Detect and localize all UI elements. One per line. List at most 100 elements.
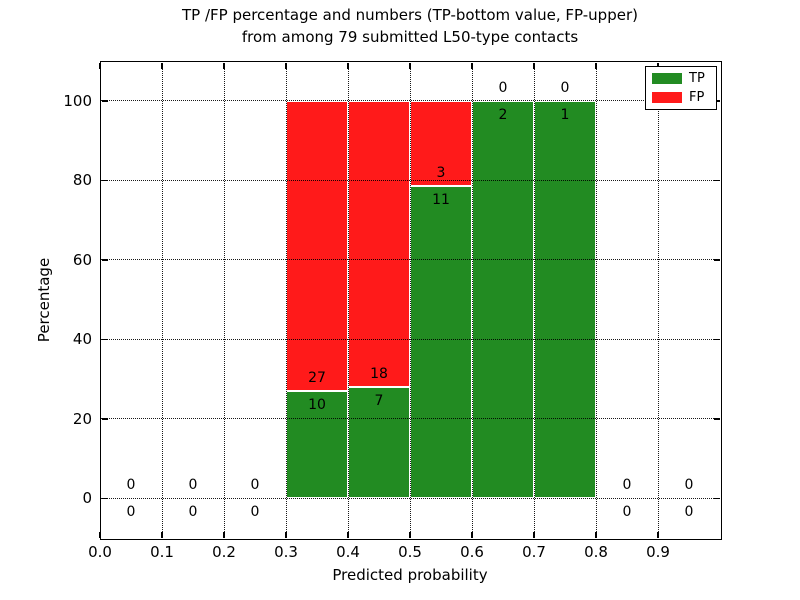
y-tick-label: 100 (63, 91, 92, 110)
x-tick-label: 0.7 (522, 543, 546, 561)
y-gridline (100, 259, 720, 261)
x-tick-bottom (533, 532, 535, 538)
x-tick-label: 0.8 (584, 543, 608, 561)
fp-count-label: 0 (684, 477, 694, 494)
chart-title: TP /FP percentage and numbers (TP-bottom… (100, 4, 720, 48)
legend-label-fp: FP (689, 90, 705, 105)
y-gridline (100, 179, 720, 181)
tp-count-label: 0 (622, 504, 632, 521)
tp-count-label: 10 (308, 396, 326, 413)
y-tick-label: 0 (82, 489, 92, 508)
x-gridline (471, 61, 473, 538)
x-tick-label: 0.3 (274, 543, 298, 561)
y-tick-left (102, 259, 108, 261)
x-tick-label: 0.4 (336, 543, 360, 561)
legend: TP FP (645, 66, 717, 110)
fp-count-label: 27 (308, 369, 326, 386)
x-gridline (285, 61, 287, 538)
x-tick-label: 0.1 (150, 543, 174, 561)
tp-count-label: 0 (250, 504, 260, 521)
fp-count-label: 3 (436, 164, 446, 181)
y-gridline (100, 497, 720, 499)
x-gridline (347, 61, 349, 538)
y-tick-right (714, 179, 720, 181)
y-tick-label: 60 (72, 250, 92, 269)
y-gridline (100, 418, 720, 420)
x-gridline (657, 61, 659, 538)
y-gridline (100, 338, 720, 340)
x-gridline (533, 61, 535, 538)
fp-count-label: 0 (622, 477, 632, 494)
x-gridline (409, 61, 411, 538)
fp-count-label: 0 (250, 477, 260, 494)
y-tick-left (102, 418, 108, 420)
y-tick-right (714, 100, 720, 102)
x-axis-label: Predicted probability (332, 566, 488, 584)
x-tick-bottom (223, 532, 225, 538)
x-tick-bottom (471, 532, 473, 538)
y-tick-right (714, 497, 720, 499)
y-tick-left (102, 179, 108, 181)
y-tick-left (102, 497, 108, 499)
x-tick-label: 0.5 (398, 543, 422, 561)
legend-label-tp: TP (689, 71, 705, 86)
fp-bar-segment (348, 100, 410, 387)
legend-item-tp: TP (652, 72, 710, 85)
tp-count-label: 0 (188, 504, 198, 521)
fp-bar-segment (286, 100, 348, 391)
x-tick-top (347, 63, 349, 69)
y-tick-right (714, 259, 720, 261)
y-tick-left (102, 338, 108, 340)
y-tick-right (714, 338, 720, 340)
fp-count-label: 0 (188, 477, 198, 494)
x-gridline (595, 61, 597, 538)
x-gridline (161, 61, 163, 538)
x-tick-top (533, 63, 535, 69)
x-tick-top (99, 63, 101, 69)
tp-bar-segment (348, 386, 410, 499)
y-tick-label: 20 (72, 409, 92, 428)
tp-swatch (652, 73, 682, 84)
chart-title-line1: TP /FP percentage and numbers (TP-bottom… (182, 6, 638, 24)
x-tick-top (595, 63, 597, 69)
x-tick-top (223, 63, 225, 69)
x-tick-bottom (285, 532, 287, 538)
tp-bar-segment (286, 390, 348, 499)
fp-swatch (652, 92, 682, 103)
y-tick-label: 40 (72, 330, 92, 349)
fp-count-label: 0 (498, 79, 508, 96)
x-tick-label: 0.2 (212, 543, 236, 561)
tp-count-label: 11 (432, 191, 450, 208)
x-tick-bottom (657, 532, 659, 538)
x-tick-label: 0.6 (460, 543, 484, 561)
y-tick-left (102, 100, 108, 102)
x-tick-top (161, 63, 163, 69)
tp-bar-segment (472, 100, 534, 499)
tp-count-label: 1 (560, 106, 570, 123)
legend-item-fp: FP (652, 91, 710, 104)
y-gridline (100, 100, 720, 102)
y-tick-label: 80 (72, 171, 92, 190)
x-tick-bottom (99, 532, 101, 538)
tp-count-label: 0 (126, 504, 136, 521)
y-tick-right (714, 418, 720, 420)
tp-count-label: 0 (684, 504, 694, 521)
fp-count-label: 0 (126, 477, 136, 494)
chart-title-line2: from among 79 submitted L50-type contact… (241, 28, 579, 46)
x-tick-bottom (161, 532, 163, 538)
fp-count-label: 0 (560, 79, 570, 96)
tp-bar-segment (534, 100, 596, 499)
x-tick-bottom (595, 532, 597, 538)
tp-count-label: 7 (374, 392, 384, 409)
x-tick-bottom (347, 532, 349, 538)
x-tick-label: 0.9 (646, 543, 670, 561)
tp-bar-segment (410, 185, 472, 499)
tp-count-label: 2 (498, 106, 508, 123)
x-tick-top (285, 63, 287, 69)
x-tick-label: 0.0 (88, 543, 112, 561)
x-tick-top (471, 63, 473, 69)
x-gridline (223, 61, 225, 538)
x-tick-top (409, 63, 411, 69)
x-tick-bottom (409, 532, 411, 538)
